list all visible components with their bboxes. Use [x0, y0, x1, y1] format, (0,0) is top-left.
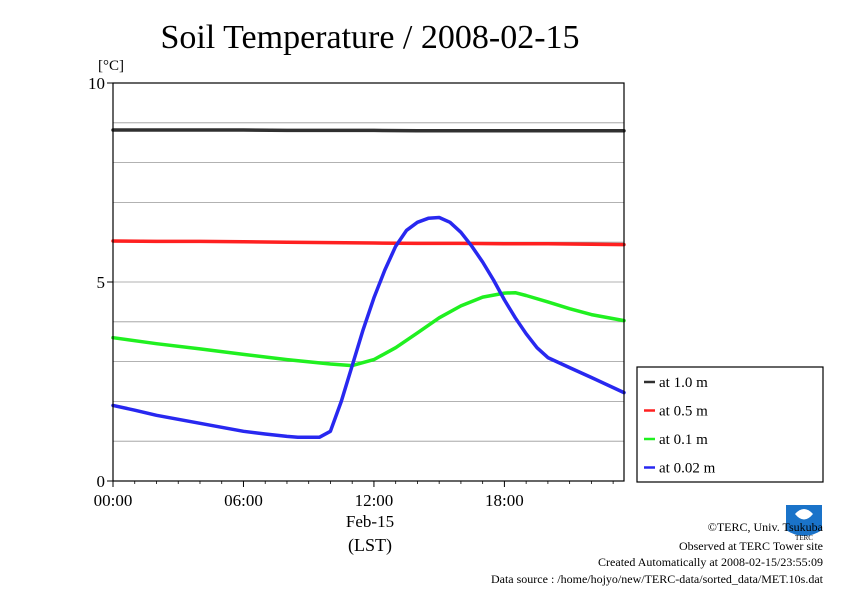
footer-observed: Observed at TERC Tower site	[679, 539, 823, 553]
chart-title: Soil Temperature / 2008-02-15	[160, 19, 579, 56]
series-line-1	[111, 239, 626, 247]
series-line-3	[111, 215, 626, 439]
series-line-0	[111, 128, 626, 133]
footer-created: Created Automatically at 2008-02-15/23:5…	[598, 555, 823, 569]
legend-items: at 1.0 m at 0.5 m at 0.1 m at 0.02 m	[644, 375, 716, 477]
legend-box	[636, 366, 824, 483]
legend-label-1: at 0.5 m	[659, 404, 708, 420]
y-axis-unit: [°C]	[98, 58, 124, 74]
legend-label-2: at 0.1 m	[659, 432, 708, 448]
legend-label-3: at 0.02 m	[659, 461, 716, 477]
footer-copyright: ©TERC, Univ. Tsukuba	[708, 520, 824, 534]
x-tick-label-2: 12:00	[355, 491, 394, 510]
y-tick-label-2: 10	[88, 74, 105, 93]
x-tick-label-0: 00:00	[94, 491, 133, 510]
x-axis-date-label: Feb-15	[346, 512, 394, 531]
terc-logo: TERC	[786, 505, 822, 542]
footer-source: Data source : /home/hojyo/new/TERC-data/…	[491, 572, 824, 586]
series-line-2	[111, 290, 626, 368]
x-tick-label-1: 06:00	[224, 491, 263, 510]
x-axis-label: (LST)	[348, 535, 392, 556]
y-tick-label-1: 5	[97, 273, 106, 292]
y-tick-label-0: 0	[97, 472, 106, 491]
legend: at 1.0 m at 0.5 m at 0.1 m at 0.02 m	[636, 366, 824, 483]
logo-shield-icon	[786, 505, 822, 536]
x-tick-label-3: 18:00	[485, 491, 524, 510]
series-lines	[111, 128, 626, 439]
axis-ticks: 0 5 10 00:00 06:00 12:00 18:00	[88, 74, 614, 510]
legend-label-0: at 1.0 m	[659, 375, 708, 391]
logo-drop-icon	[795, 509, 813, 520]
grid	[113, 122, 624, 442]
logo-text: TERC	[795, 534, 813, 542]
